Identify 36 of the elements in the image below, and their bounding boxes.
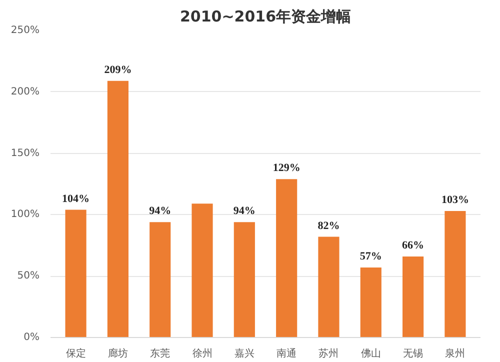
x-tick-label: 嘉兴 [234, 348, 254, 360]
data-label: 66% [402, 239, 424, 252]
data-label: 94% [149, 205, 172, 218]
y-tick-label: 0% [24, 332, 40, 343]
data-label: 57% [360, 250, 382, 263]
data-label: 94% [233, 205, 256, 218]
x-tick-label: 泉州 [445, 348, 466, 360]
y-tick-label: 50% [17, 270, 40, 282]
x-tick-label: 廊坊 [108, 348, 128, 360]
x-tick-label: 无锡 [403, 348, 424, 360]
x-tick-label: 徐州 [192, 348, 212, 360]
data-label: 104% [62, 192, 90, 205]
x-tick-label: 保定 [66, 348, 86, 360]
data-label: 129% [272, 162, 300, 174]
bar [65, 210, 86, 338]
bar [360, 268, 382, 338]
bar [234, 222, 255, 338]
bar [192, 204, 213, 338]
bar [318, 236, 340, 338]
data-label: 103% [441, 194, 469, 206]
bar [107, 80, 128, 338]
x-tick-label: 佛山 [360, 348, 381, 360]
x-tick-label: 南通 [276, 348, 297, 360]
bar [402, 256, 424, 338]
data-label: 82% [318, 220, 340, 232]
x-tick-label: 苏州 [318, 348, 339, 360]
bar [444, 211, 466, 338]
y-tick-label: 200% [10, 86, 40, 98]
y-tick-label: 150% [10, 148, 40, 159]
chart-title: 2010~2016年资金增幅 [180, 8, 352, 26]
y-tick-label: 250% [10, 25, 40, 36]
bar [150, 222, 171, 338]
data-label: 209% [104, 64, 132, 76]
bar [276, 179, 298, 338]
y-tick-label: 100% [10, 209, 40, 220]
x-tick-label: 东莞 [150, 348, 170, 360]
